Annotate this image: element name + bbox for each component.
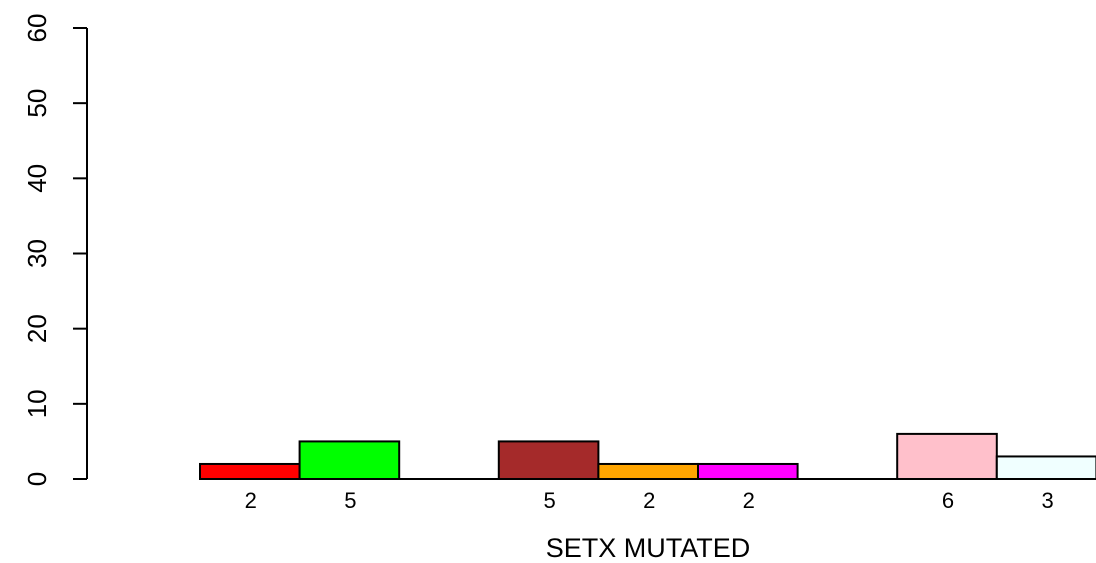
bar-value-label: 5: [543, 488, 555, 513]
bar-value-label: 5: [344, 488, 356, 513]
bar: [597, 462, 700, 481]
bar-value-label: 2: [245, 488, 257, 513]
y-tick-label: 10: [22, 389, 52, 418]
bar: [199, 462, 301, 481]
bar-value-label: 6: [942, 488, 954, 513]
bar: [995, 455, 1096, 481]
bar: [497, 440, 600, 480]
bars: [199, 432, 1096, 481]
y-axis: 0 10 20 30 40 50 60: [22, 14, 88, 486]
y-tick-label: 40: [22, 164, 52, 193]
bar-value-label: 2: [643, 488, 655, 513]
y-tick-label: 30: [22, 239, 52, 268]
x-axis-title: SETX MUTATED: [546, 533, 751, 563]
bar: [896, 432, 998, 480]
bar-value-label: 2: [743, 488, 755, 513]
y-tick-label: 0: [22, 472, 52, 486]
bar: [697, 462, 799, 481]
bar: [298, 440, 401, 480]
bar-value-label: 3: [1041, 488, 1053, 513]
y-tick-label: 60: [22, 14, 52, 43]
y-tick-label: 50: [22, 89, 52, 118]
bar-labels: 2 5 5 2 2 6 3: [245, 488, 1054, 513]
y-tick-label: 20: [22, 314, 52, 343]
